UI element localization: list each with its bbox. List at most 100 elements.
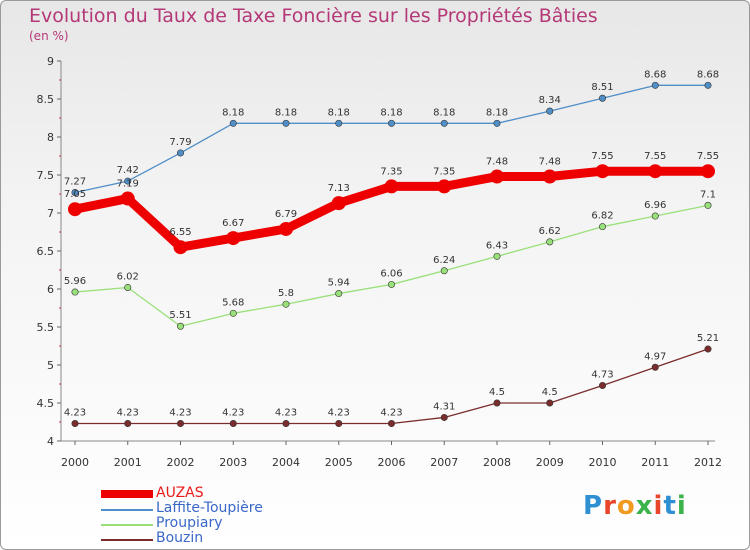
data-point	[177, 149, 185, 157]
data-point	[279, 221, 293, 236]
data-label: 8.18	[275, 107, 297, 118]
data-label: 8.18	[380, 107, 402, 118]
data-label: 7.55	[697, 151, 719, 162]
data-point	[226, 231, 241, 246]
data-label: 8.68	[644, 69, 666, 80]
data-point	[124, 177, 132, 185]
legend-label: AUZAS	[156, 485, 204, 501]
data-point	[71, 288, 79, 296]
data-point	[177, 420, 185, 428]
x-tick-label: 2005	[325, 456, 353, 469]
data-label: 4.31	[433, 401, 455, 412]
data-point	[704, 81, 712, 89]
data-label: 6.55	[169, 227, 191, 238]
y-tick-label: 7.5	[37, 169, 55, 182]
x-tick-label: 2007	[430, 456, 458, 469]
data-label: 5.68	[222, 297, 244, 308]
data-label: 7.13	[328, 183, 350, 194]
data-point	[387, 119, 395, 127]
data-label: 7.27	[64, 176, 86, 187]
data-point	[282, 420, 290, 428]
logo-letter: r	[603, 491, 617, 521]
x-tick-label: 2009	[536, 456, 564, 469]
data-label: 7.19	[117, 179, 139, 190]
data-point	[648, 164, 663, 179]
data-point	[701, 164, 715, 179]
data-label: 8.18	[328, 107, 350, 118]
proxiti-logo: Proxiti	[583, 491, 687, 521]
data-label: 7.55	[644, 151, 666, 162]
data-point	[493, 399, 501, 407]
data-label: 8.51	[591, 82, 613, 93]
data-label: 4.5	[489, 387, 505, 398]
data-point	[124, 420, 132, 428]
x-tick-label: 2006	[378, 456, 406, 469]
data-point	[71, 420, 79, 428]
data-label: 4.23	[222, 408, 244, 419]
x-tick-label: 2011	[641, 456, 669, 469]
x-tick-label: 2000	[61, 456, 89, 469]
x-tick-label: 2002	[167, 456, 195, 469]
data-label: 7.42	[117, 165, 139, 176]
data-point	[387, 280, 395, 288]
y-tick-label: 4	[47, 435, 54, 448]
data-point	[173, 240, 188, 255]
legend-label: Proupiary	[156, 515, 223, 531]
logo-letter: o	[616, 491, 636, 521]
x-tick-label: 2004	[272, 456, 300, 469]
data-label: 7.35	[433, 166, 455, 177]
data-label: 6.62	[539, 226, 561, 237]
legend-swatch	[101, 490, 153, 498]
data-point	[229, 309, 237, 317]
data-point	[493, 119, 501, 127]
data-point	[651, 363, 659, 371]
y-tick-label: 7	[47, 207, 54, 220]
data-label: 7.55	[591, 151, 613, 162]
data-label: 6.43	[486, 240, 508, 251]
data-point	[595, 164, 610, 179]
data-point	[440, 413, 448, 421]
data-point	[542, 169, 557, 184]
logo-letter: x	[635, 491, 654, 521]
data-point	[546, 107, 554, 115]
data-point	[71, 188, 79, 196]
data-label: 5.51	[169, 310, 191, 321]
data-label: 6.67	[222, 218, 244, 229]
data-label: 5.8	[278, 288, 294, 299]
data-label: 4.23	[64, 408, 86, 419]
data-label: 4.23	[169, 408, 191, 419]
data-label: 6.96	[644, 200, 666, 211]
data-label: 6.24	[433, 255, 455, 266]
data-point	[598, 223, 606, 231]
data-point	[387, 420, 395, 428]
data-label: 4.73	[591, 370, 613, 381]
data-label: 7.05	[64, 189, 86, 200]
data-label: 7.35	[380, 166, 402, 177]
data-point	[493, 252, 501, 260]
x-tick-label: 2008	[483, 456, 511, 469]
chart-title: Evolution du Taux de Taxe Foncière sur l…	[29, 5, 598, 27]
y-tick-label: 8.5	[37, 93, 55, 106]
data-point	[437, 179, 452, 194]
data-point	[490, 169, 504, 184]
data-label: 7.1	[700, 189, 716, 200]
data-point	[335, 290, 343, 298]
data-point	[546, 399, 554, 407]
data-label: 7.48	[486, 157, 508, 168]
legend-label: Bouzin	[156, 530, 204, 546]
data-label: 5.21	[697, 333, 719, 344]
y-tick-label: 4.5	[37, 397, 55, 410]
data-label: 4.23	[275, 408, 297, 419]
legend-swatch	[101, 524, 153, 526]
y-tick-label: 5.5	[37, 321, 55, 334]
data-label: 8.18	[486, 107, 508, 118]
logo-letter: P	[583, 491, 604, 521]
x-tick-label: 2010	[589, 456, 617, 469]
y-tick-label: 8	[47, 131, 54, 144]
logo-letter: i	[653, 491, 664, 521]
data-label: 6.79	[275, 209, 297, 220]
data-point	[229, 119, 237, 127]
x-tick-label: 2012	[694, 456, 722, 469]
data-point	[704, 201, 712, 209]
